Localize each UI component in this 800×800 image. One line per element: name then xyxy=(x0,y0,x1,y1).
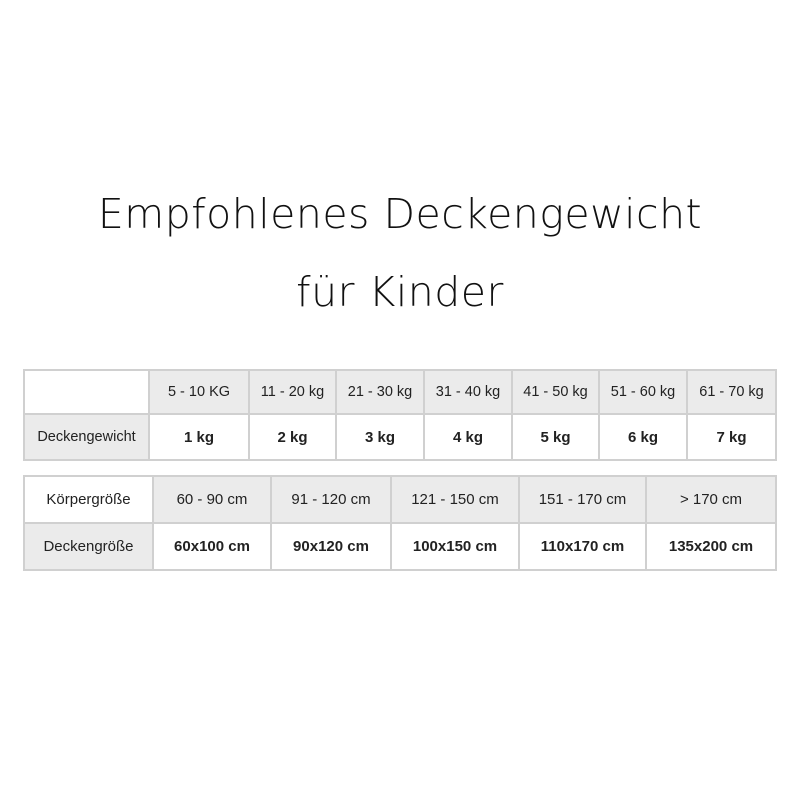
table-cell: 4 kg xyxy=(423,413,513,461)
column-header: 61 - 70 kg xyxy=(686,369,777,415)
column-header: 51 - 60 kg xyxy=(598,369,688,415)
table-cell: 110x170 cm xyxy=(518,522,647,571)
empty-corner-cell xyxy=(23,369,150,415)
column-header: 21 - 30 kg xyxy=(335,369,425,415)
table-cell: 135x200 cm xyxy=(645,522,777,571)
table-cell: 3 kg xyxy=(335,413,425,461)
table-cell: 1 kg xyxy=(148,413,250,461)
page-title-line-1: Empfohlenes Deckengewicht xyxy=(97,190,703,238)
table-row: Deckengröße 60x100 cm 90x120 cm 100x150 … xyxy=(23,522,777,571)
column-header: 31 - 40 kg xyxy=(423,369,513,415)
table-cell: 60x100 cm xyxy=(152,522,272,571)
page-title-line-2: für Kinder xyxy=(296,268,504,316)
column-header: 5 - 10 KG xyxy=(148,369,250,415)
table-row: Körpergröße 60 - 90 cm 91 - 120 cm 121 -… xyxy=(23,475,777,524)
column-header: > 170 cm xyxy=(645,475,777,524)
table-cell: 7 kg xyxy=(686,413,777,461)
row-label: Deckengröße xyxy=(23,522,154,571)
table-cell: 90x120 cm xyxy=(270,522,392,571)
row-label: Körpergröße xyxy=(23,475,154,524)
column-header: 60 - 90 cm xyxy=(152,475,272,524)
column-header: 121 - 150 cm xyxy=(390,475,520,524)
table-cell: 5 kg xyxy=(511,413,600,461)
table-row: Deckengewicht 1 kg 2 kg 3 kg 4 kg 5 kg 6… xyxy=(23,413,777,461)
table-row: 5 - 10 KG 11 - 20 kg 21 - 30 kg 31 - 40 … xyxy=(23,369,777,415)
blanket-size-table: Körpergröße 60 - 90 cm 91 - 120 cm 121 -… xyxy=(23,475,777,571)
column-header: 11 - 20 kg xyxy=(248,369,337,415)
column-header: 41 - 50 kg xyxy=(511,369,600,415)
table-cell: 100x150 cm xyxy=(390,522,520,571)
column-header: 91 - 120 cm xyxy=(270,475,392,524)
row-label: Deckengewicht xyxy=(23,413,150,461)
table-cell: 2 kg xyxy=(248,413,337,461)
column-header: 151 - 170 cm xyxy=(518,475,647,524)
table-cell: 6 kg xyxy=(598,413,688,461)
blanket-weight-table: 5 - 10 KG 11 - 20 kg 21 - 30 kg 31 - 40 … xyxy=(23,369,777,461)
